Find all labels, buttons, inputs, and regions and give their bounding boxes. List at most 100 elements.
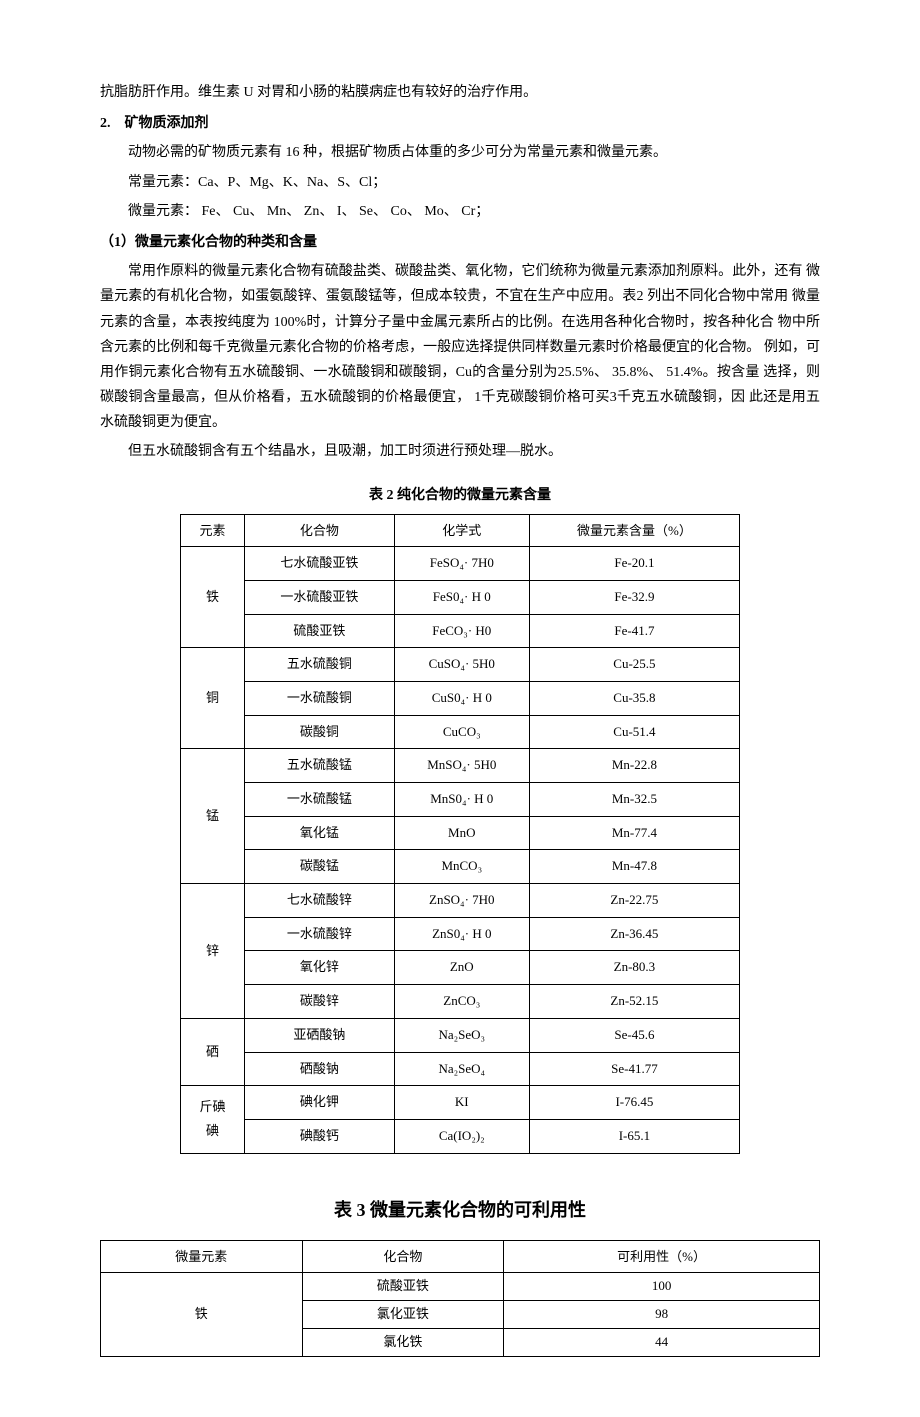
table-row: 氧化锌ZnOZn-80.3 — [181, 951, 740, 985]
table3-caption: 表 3 微量元素化合物的可利用性 — [100, 1194, 820, 1226]
content-cell: Mn-22.8 — [529, 749, 739, 783]
content-cell: Cu-35.8 — [529, 681, 739, 715]
content-cell: I-65.1 — [529, 1119, 739, 1153]
formula-cell: MnCO₃ — [394, 850, 529, 884]
formula-cell: ZnCO₃ — [394, 985, 529, 1019]
formula-cell: Na₂SeO₄ — [394, 1052, 529, 1086]
section2-title: 2. 矿物质添加剂 — [100, 111, 820, 136]
content-cell: Fe-32.9 — [529, 580, 739, 614]
compound-cell: 硫酸亚铁 — [245, 614, 395, 648]
table-row: 碳酸锰MnCO₃Mn-47.8 — [181, 850, 740, 884]
section2-p2: 常量元素：Ca、P、Mg、K、Na、S、Cl； — [100, 170, 820, 195]
table-row: 一水硫酸锰MnS0₄· H 0Mn-32.5 — [181, 783, 740, 817]
compound-cell: 亚硒酸钠 — [245, 1018, 395, 1052]
content-cell: Fe-41.7 — [529, 614, 739, 648]
util-cell: 44 — [504, 1328, 820, 1356]
element-cell: 锰 — [181, 749, 245, 884]
element-cell: 铁 — [181, 547, 245, 648]
compound-cell: 碘酸钙 — [245, 1119, 395, 1153]
table2-head-formula: 化学式 — [394, 514, 529, 546]
compound-cell: 氧化锌 — [245, 951, 395, 985]
table-row: 硫酸亚铁FeCO₃· H0Fe-41.7 — [181, 614, 740, 648]
table-row: 一水硫酸锌ZnS0₄· H 0Zn-36.45 — [181, 917, 740, 951]
table-row: 一水硫酸亚铁FeS0₄· H 0Fe-32.9 — [181, 580, 740, 614]
table2-head-content: 微量元素含量（%） — [529, 514, 739, 546]
table-row: 碘酸钙Ca(IO₂)₂I-65.1 — [181, 1119, 740, 1153]
compound-cell: 七水硫酸锌 — [245, 884, 395, 918]
element-cell: 铁 — [101, 1273, 303, 1356]
table-row: 锰五水硫酸锰MnSO₄· 5H0Mn-22.8 — [181, 749, 740, 783]
formula-cell: Ca(IO₂)₂ — [394, 1119, 529, 1153]
compound-cell: 氯化铁 — [302, 1328, 504, 1356]
table3-head-element: 微量元素 — [101, 1240, 303, 1272]
table2-head-compound: 化合物 — [245, 514, 395, 546]
content-cell: Mn-47.8 — [529, 850, 739, 884]
formula-cell: FeSO₄· 7H0 — [394, 547, 529, 581]
table-row: 铁硫酸亚铁100 — [101, 1273, 820, 1301]
compound-cell: 碳酸锰 — [245, 850, 395, 884]
content-cell: Cu-51.4 — [529, 715, 739, 749]
content-cell: Se-41.77 — [529, 1052, 739, 1086]
content-cell: Zn-36.45 — [529, 917, 739, 951]
content-cell: Zn-80.3 — [529, 951, 739, 985]
section2-p1: 动物必需的矿物质元素有 16 种，根据矿物质占体重的多少可分为常量元素和微量元素… — [100, 140, 820, 165]
compound-cell: 碳酸锌 — [245, 985, 395, 1019]
compound-cell: 七水硫酸亚铁 — [245, 547, 395, 581]
subsection1-p1: 常用作原料的微量元素化合物有硫酸盐类、碳酸盐类、氧化物，它们统称为微量元素添加剂… — [100, 259, 820, 435]
formula-cell: CuCO₃ — [394, 715, 529, 749]
compound-cell: 一水硫酸锰 — [245, 783, 395, 817]
element-cell: 斤碘碘 — [181, 1086, 245, 1153]
table-row: 碳酸锌ZnCO₃Zn-52.15 — [181, 985, 740, 1019]
content-cell: Zn-22.75 — [529, 884, 739, 918]
content-cell: I-76.45 — [529, 1086, 739, 1120]
formula-cell: ZnSO₄· 7H0 — [394, 884, 529, 918]
compound-cell: 五水硫酸锰 — [245, 749, 395, 783]
content-cell: Mn-32.5 — [529, 783, 739, 817]
table2: 元素 化合物 化学式 微量元素含量（%） 铁七水硫酸亚铁FeSO₄· 7H0Fe… — [180, 514, 740, 1154]
table-row: 硒酸钠Na₂SeO₄Se-41.77 — [181, 1052, 740, 1086]
compound-cell: 一水硫酸锌 — [245, 917, 395, 951]
content-cell: Zn-52.15 — [529, 985, 739, 1019]
table3-head-compound: 化合物 — [302, 1240, 504, 1272]
compound-cell: 氯化亚铁 — [302, 1301, 504, 1329]
element-cell: 铜 — [181, 648, 245, 749]
formula-cell: KI — [394, 1086, 529, 1120]
content-cell: Se-45.6 — [529, 1018, 739, 1052]
compound-cell: 氧化锰 — [245, 816, 395, 850]
formula-cell: ZnO — [394, 951, 529, 985]
subsection1-p2: 但五水硫酸铜含有五个结晶水，且吸潮，加工时须进行预处理—脱水。 — [100, 439, 820, 464]
util-cell: 98 — [504, 1301, 820, 1329]
content-cell: Mn-77.4 — [529, 816, 739, 850]
util-cell: 100 — [504, 1273, 820, 1301]
compound-cell: 硫酸亚铁 — [302, 1273, 504, 1301]
table2-caption: 表 2 纯化合物的微量元素含量 — [100, 483, 820, 508]
table3: 微量元素 化合物 可利用性（%） 铁硫酸亚铁100氯化亚铁98氯化铁44 — [100, 1240, 820, 1357]
content-cell: Cu-25.5 — [529, 648, 739, 682]
formula-cell: CuSO₄· 5H0 — [394, 648, 529, 682]
table3-header-row: 微量元素 化合物 可利用性（%） — [101, 1240, 820, 1272]
table2-header-row: 元素 化合物 化学式 微量元素含量（%） — [181, 514, 740, 546]
table-row: 一水硫酸铜CuS0₄· H 0Cu-35.8 — [181, 681, 740, 715]
table-row: 斤碘碘碘化钾KII-76.45 — [181, 1086, 740, 1120]
compound-cell: 硒酸钠 — [245, 1052, 395, 1086]
formula-cell: Na₂SeO₃ — [394, 1018, 529, 1052]
table3-head-util: 可利用性（%） — [504, 1240, 820, 1272]
table-row: 铜五水硫酸铜CuSO₄· 5H0Cu-25.5 — [181, 648, 740, 682]
intro-paragraph: 抗脂肪肝作用。维生素 U 对胃和小肠的粘膜病症也有较好的治疗作用。 — [100, 80, 820, 105]
formula-cell: MnO — [394, 816, 529, 850]
formula-cell: MnS0₄· H 0 — [394, 783, 529, 817]
table-row: 硒亚硒酸钠Na₂SeO₃Se-45.6 — [181, 1018, 740, 1052]
element-cell: 硒 — [181, 1018, 245, 1085]
compound-cell: 一水硫酸铜 — [245, 681, 395, 715]
table-row: 锌七水硫酸锌ZnSO₄· 7H0Zn-22.75 — [181, 884, 740, 918]
table-row: 铁七水硫酸亚铁FeSO₄· 7H0Fe-20.1 — [181, 547, 740, 581]
formula-cell: MnSO₄· 5H0 — [394, 749, 529, 783]
formula-cell: CuS0₄· H 0 — [394, 681, 529, 715]
table-row: 氧化锰MnOMn-77.4 — [181, 816, 740, 850]
formula-cell: ZnS0₄· H 0 — [394, 917, 529, 951]
content-cell: Fe-20.1 — [529, 547, 739, 581]
compound-cell: 碘化钾 — [245, 1086, 395, 1120]
formula-cell: FeCO₃· H0 — [394, 614, 529, 648]
table2-head-element: 元素 — [181, 514, 245, 546]
subsection1-title: （1）微量元素化合物的种类和含量 — [100, 230, 820, 255]
